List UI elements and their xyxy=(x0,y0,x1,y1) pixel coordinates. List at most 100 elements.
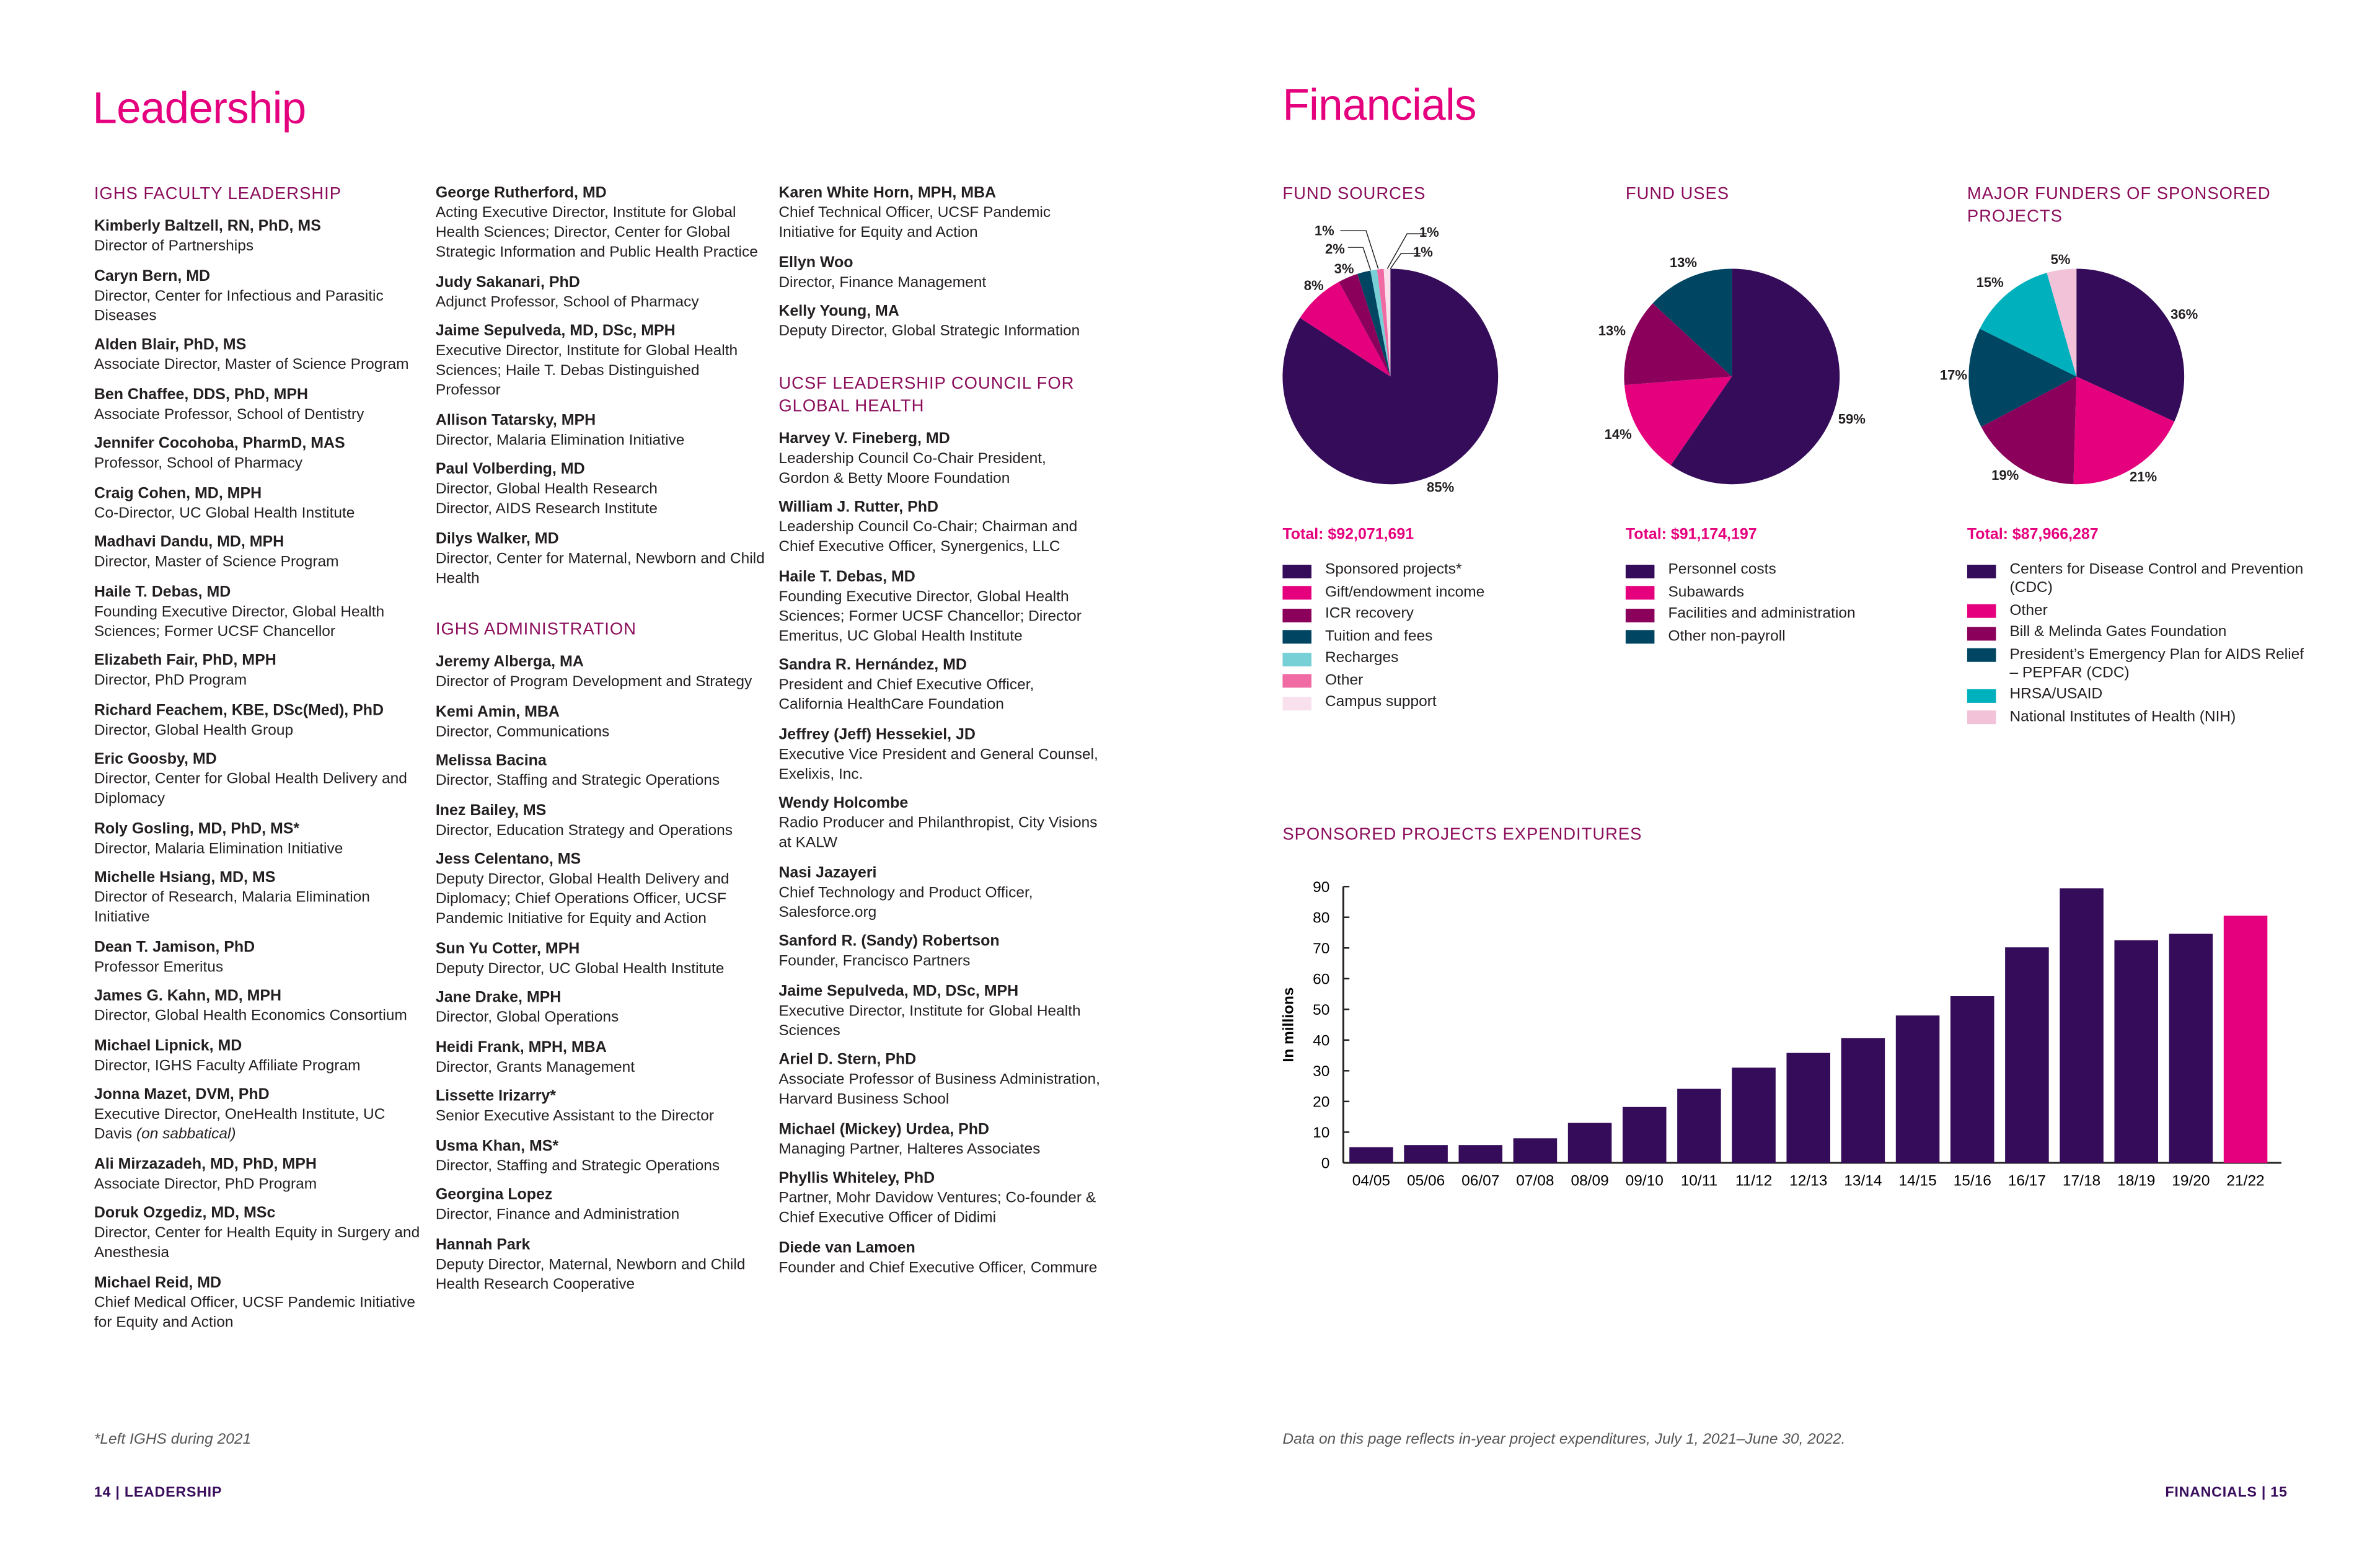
chart-legend: Personnel costs Subawards Facilities and a… xyxy=(1625,562,1975,650)
expenditures-heading: SPONSORED PROJECTS EXPENDITURES xyxy=(1282,826,1642,844)
person-title-text: Executive Director, Institute for Global… xyxy=(778,1002,1081,1040)
pie-svg xyxy=(1282,230,1499,485)
person-title: Director, PhD Program xyxy=(94,671,425,691)
person-title: Director, Global Health Group xyxy=(94,720,425,740)
legend-item: Centers for Disease Control and Preventi… xyxy=(1967,562,2316,598)
person-title-text: Director, Center for Maternal, Newborn a… xyxy=(435,550,765,587)
person-name: Michael (Mickey) Urdea, PhD xyxy=(778,1121,990,1138)
person-name: Madhavi Dandu, MD, MPH xyxy=(94,534,284,551)
person-title: Founder, Francisco Partners xyxy=(778,952,1100,972)
section-heading: IGHS FACULTY LEADERSHIP xyxy=(94,185,342,204)
person-name: Ben Chaffee, DDS, PhD, MPH xyxy=(94,386,309,404)
bar-12-13 xyxy=(1786,1053,1831,1163)
person-title: Leadership Council Co-Chair President, G… xyxy=(778,449,1100,488)
x-tick-label: 18/19 xyxy=(2117,1173,2155,1190)
bar-06-07 xyxy=(1458,1145,1503,1163)
person-title: Executive Director, Institute for Global… xyxy=(436,342,767,401)
pie-value-label: 1% xyxy=(1419,224,1439,240)
person-name: Judy Sakanari, PhD xyxy=(435,274,580,291)
y-tick-label: 10 xyxy=(1313,1124,1329,1141)
person-title-text: Director of Research, Malaria Eliminatio… xyxy=(94,890,370,926)
person-title-text: Leadership Council Co-Chair; Chairman an… xyxy=(778,519,1078,556)
legend-label: Sponsored projects* xyxy=(1324,562,1462,579)
bar-14-15 xyxy=(1895,1015,1940,1163)
chart-total: Total: $91,174,197 xyxy=(1625,526,1757,544)
x-tick-label: 06/07 xyxy=(1461,1173,1499,1190)
person-title: Director, Finance Management xyxy=(778,273,1100,293)
person-name: Hannah Park xyxy=(435,1236,531,1253)
pie-slice xyxy=(1980,273,2077,377)
person-entry: Jennifer Cocohoba, PharmD, MAS Professor,… xyxy=(94,434,425,474)
legend-swatch xyxy=(1282,586,1311,600)
legend-label: Centers for Disease Control and Preventi… xyxy=(2009,562,2304,597)
person-title: Senior Executive Assistant to the Direct… xyxy=(436,1106,767,1126)
person-title-text: Director, Global Health Research Directo… xyxy=(435,481,658,518)
person-name: Michael Lipnick, MD xyxy=(94,1037,242,1054)
person-title: Director, Communications xyxy=(436,722,767,741)
person-title-text: Director, Global Health Economics Consor… xyxy=(94,1008,407,1025)
person-title-text: Director, Staffing and Strategic Operati… xyxy=(435,1157,720,1175)
person-title: Chief Technology and Product Officer, Sa… xyxy=(778,883,1100,922)
person-title: Director of Partnerships xyxy=(94,237,425,257)
person-name: Ariel D. Stern, PhD xyxy=(778,1052,917,1069)
person-title-text: Director, Finance and Administration xyxy=(435,1206,680,1224)
person-entry: Wendy Holcombe Radio Producer and Philant… xyxy=(778,794,1100,854)
person-title-text: Director, Finance Management xyxy=(778,274,987,291)
person-name: Dean T. Jamison, PhD xyxy=(94,938,255,956)
bar-07-08 xyxy=(1513,1138,1558,1163)
bar-04-05 xyxy=(1349,1147,1393,1163)
person-entry: Allison Tatarsky, MPH Director, Malaria E… xyxy=(436,410,767,450)
chart-title: FUND USES xyxy=(1625,185,1730,204)
leadership-footnote: *Left IGHS during 2021 xyxy=(94,1431,252,1449)
person-title: Director, Center for Infectious and Para… xyxy=(94,286,425,326)
leader-line xyxy=(1347,247,1372,271)
person-title-text: Deputy Director, Maternal, Newborn and C… xyxy=(435,1256,746,1293)
person-name: Alden Blair, PhD, MS xyxy=(94,337,247,354)
person-entry: Doruk Ozgediz, MD, MSc Director, Center f… xyxy=(94,1204,425,1263)
person-entry: Melissa Bacina Director, Staffing and Str… xyxy=(436,751,767,791)
person-entry: Ali Mirzazadeh, MD, PhD, MPH Associate Di… xyxy=(94,1154,425,1194)
person-title: Associate Professor of Business Administ… xyxy=(778,1071,1100,1110)
y-tick-label: 80 xyxy=(1313,909,1329,926)
legend-swatch xyxy=(1625,607,1655,622)
leadership-column-3: Karen White Horn, MPH, MBA Chief Technica… xyxy=(778,183,1100,1287)
person-title-text: Founding Executive Director, Global Heal… xyxy=(94,603,385,640)
bar-18-19 xyxy=(2114,940,2158,1163)
person-title: Associate Professor, School of Dentistry xyxy=(94,405,425,425)
person-title: Radio Producer and Philanthropist, City … xyxy=(778,814,1100,854)
person-entry: Roly Gosling, MD, PhD, MS* Director, Mala… xyxy=(94,819,425,859)
person-title: Director, Malaria Elimination Initiative xyxy=(94,839,425,859)
person-title: Executive Director, OneHealth Institute,… xyxy=(94,1105,425,1145)
person-title-text: Deputy Director, Global Strategic Inform… xyxy=(778,323,1080,340)
person-title: Deputy Director, Global Health Delivery … xyxy=(436,870,767,929)
person-title-text: Co-Director, UC Global Health Institute xyxy=(94,505,355,522)
person-title-text: Director, Global Health Group xyxy=(94,722,294,739)
person-title: Leadership Council Co-Chair; Chairman an… xyxy=(778,518,1100,557)
pie-slice xyxy=(1652,268,1732,377)
legend-swatch xyxy=(1625,630,1655,644)
pie-value-label: 2% xyxy=(1324,241,1345,257)
person-name: Richard Feachem, KBE, DSc(Med), PhD xyxy=(94,702,384,719)
person-entry: Karen White Horn, MPH, MBA Chief Technica… xyxy=(778,183,1100,243)
x-tick-label: 09/10 xyxy=(1626,1173,1664,1190)
y-tick-label: 30 xyxy=(1313,1063,1329,1080)
person-title: Partner, Mohr Davidow Ventures; Co-found… xyxy=(778,1189,1100,1229)
x-tick-label: 08/09 xyxy=(1571,1173,1608,1190)
person-name: Wendy Holcombe xyxy=(778,795,909,813)
pie-value-label: 59% xyxy=(1838,411,1866,427)
person-title: Director, Staffing and Strategic Operati… xyxy=(436,1156,767,1176)
bar-13-14 xyxy=(1841,1038,1885,1163)
person-name: Ellyn Woo xyxy=(778,254,853,272)
legend-item: Other non-payroll xyxy=(1625,628,1975,646)
person-name: Michael Reid, MD xyxy=(94,1274,222,1291)
person-entry: Haile T. Debas, MD Founding Executive Dir… xyxy=(94,582,425,642)
x-tick-label: 07/08 xyxy=(1516,1173,1554,1190)
person-title-text: Chief Technical Officer, UCSF Pandemic I… xyxy=(778,205,1051,242)
person-entry: Kimberly Baltzell, RN, PhD, MS Director o… xyxy=(94,217,425,257)
person-name: Phyllis Whiteley, PhD xyxy=(778,1170,935,1188)
person-name: Lissette Irizarry* xyxy=(435,1088,557,1105)
page-number-right: FINANCIALS | 15 xyxy=(2165,1485,2288,1502)
person-title: Director, Center for Health Equity in Su… xyxy=(94,1224,425,1263)
person-entry: Jonna Mazet, DVM, PhD Executive Director,… xyxy=(94,1085,425,1145)
person-title: Deputy Director, Maternal, Newborn and C… xyxy=(436,1255,767,1294)
